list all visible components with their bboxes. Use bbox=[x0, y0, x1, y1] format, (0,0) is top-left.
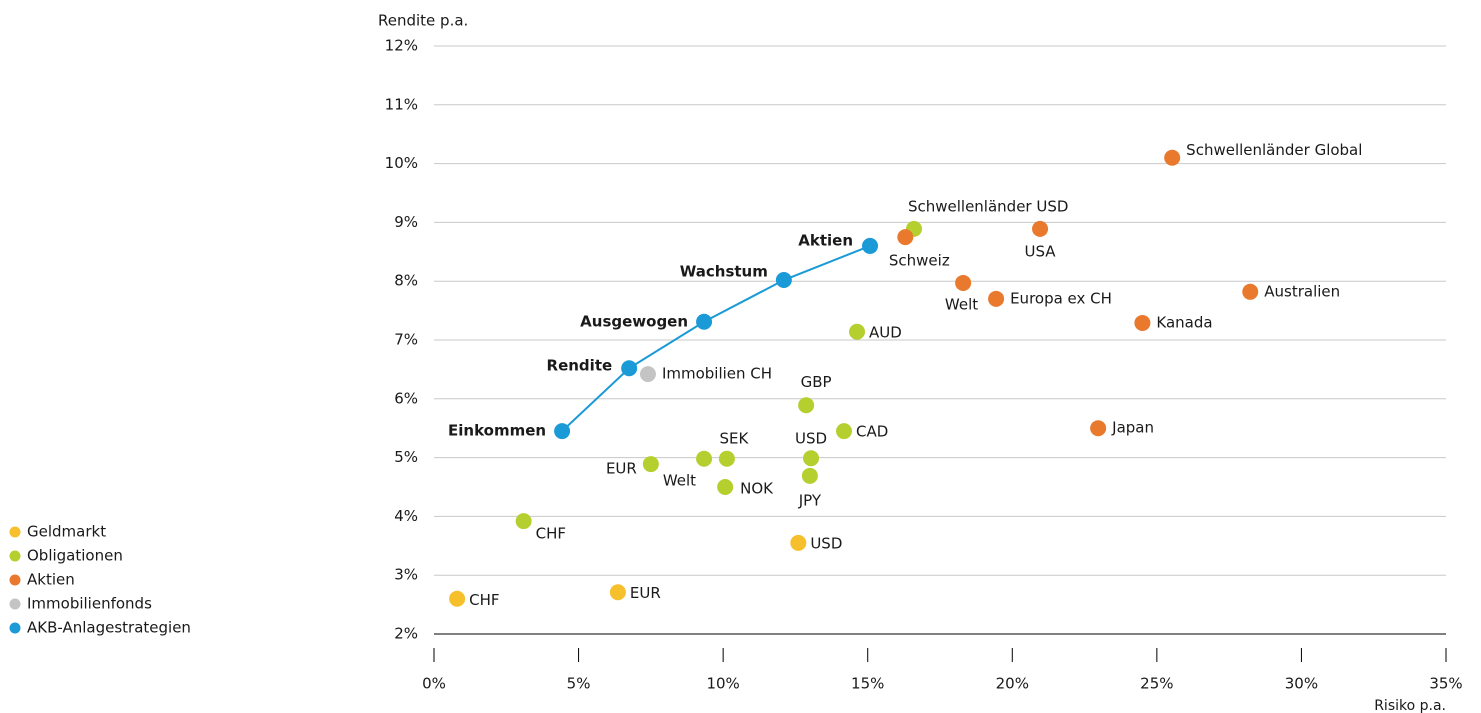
y-axis-label: Rendite p.a. bbox=[378, 12, 468, 30]
y-tick-label: 3% bbox=[394, 566, 418, 584]
point bbox=[801, 467, 818, 484]
x-tick-label: 20% bbox=[996, 675, 1029, 693]
y-tick-label: 8% bbox=[394, 272, 418, 290]
point bbox=[775, 272, 792, 289]
legend-label: Geldmarkt bbox=[27, 523, 106, 541]
point bbox=[718, 450, 735, 467]
y-tick-label: 6% bbox=[394, 389, 418, 407]
point bbox=[639, 366, 656, 383]
point bbox=[849, 323, 866, 340]
point-label: Immobilien CH bbox=[662, 365, 772, 383]
point bbox=[1242, 283, 1259, 300]
point bbox=[862, 237, 879, 254]
x-tick-label: 0% bbox=[422, 675, 446, 693]
point bbox=[696, 450, 713, 467]
point bbox=[790, 534, 807, 551]
point-label: CHF bbox=[469, 591, 499, 609]
x-tick-label: 25% bbox=[1140, 675, 1173, 693]
legend-label: Immobilienfonds bbox=[27, 595, 152, 613]
point bbox=[1134, 314, 1151, 331]
point-label: Wachstum bbox=[680, 263, 768, 281]
point bbox=[609, 584, 626, 601]
point bbox=[798, 397, 815, 414]
legend-label: Obligationen bbox=[27, 547, 123, 565]
legend-marker bbox=[9, 574, 21, 586]
point-label: Aktien bbox=[798, 231, 853, 249]
x-tick-label: 35% bbox=[1429, 675, 1462, 693]
x-tick-label: 30% bbox=[1285, 675, 1318, 693]
point bbox=[1164, 149, 1181, 166]
point-label: GBP bbox=[801, 373, 832, 391]
point-label: NOK bbox=[740, 480, 774, 498]
point-label: Australien bbox=[1264, 282, 1340, 300]
point-label: Ausgewogen bbox=[580, 312, 688, 330]
y-tick-label: 5% bbox=[394, 448, 418, 466]
legend-marker bbox=[9, 526, 21, 538]
x-axis-label: Risiko p.a. bbox=[1374, 698, 1446, 713]
point-label: USA bbox=[1025, 242, 1057, 260]
legend-label: Aktien bbox=[27, 571, 75, 589]
point-label: Einkommen bbox=[448, 422, 546, 440]
point-label: Japan bbox=[1111, 419, 1154, 437]
point bbox=[621, 360, 638, 377]
y-tick-label: 4% bbox=[394, 507, 418, 525]
point-label: EUR bbox=[630, 584, 661, 602]
point bbox=[803, 450, 820, 467]
point-label: USD bbox=[810, 534, 842, 552]
point-label: Rendite bbox=[547, 357, 613, 375]
point-label: Europa ex CH bbox=[1010, 289, 1112, 307]
point bbox=[515, 513, 532, 530]
point bbox=[1090, 420, 1107, 437]
legend-label: AKB-Anlagestrategien bbox=[27, 619, 191, 637]
point-label: Welt bbox=[945, 295, 978, 313]
y-tick-label: 10% bbox=[385, 154, 418, 172]
point-label: Kanada bbox=[1156, 313, 1212, 331]
point bbox=[642, 456, 659, 473]
y-tick-label: 11% bbox=[385, 95, 418, 113]
legend-marker bbox=[9, 622, 21, 634]
point-label: CAD bbox=[856, 423, 888, 441]
x-tick-label: 15% bbox=[851, 675, 884, 693]
point-label: USD bbox=[795, 430, 827, 448]
legend-marker bbox=[9, 598, 21, 610]
x-tick-label: 10% bbox=[706, 675, 739, 693]
point bbox=[449, 590, 466, 607]
point-label: Schweiz bbox=[889, 252, 950, 270]
point-label: EUR bbox=[606, 460, 637, 478]
point bbox=[1032, 220, 1049, 237]
point bbox=[897, 229, 914, 246]
point-label: Schwellenländer USD bbox=[908, 197, 1068, 215]
point bbox=[955, 274, 972, 291]
point-label: SEK bbox=[719, 429, 749, 447]
point bbox=[717, 479, 734, 495]
point bbox=[554, 423, 571, 440]
point-label: JPY bbox=[798, 491, 822, 509]
point-label: AUD bbox=[869, 323, 902, 341]
x-tick-label: 5% bbox=[567, 675, 591, 693]
point-label: Schwellenländer Global bbox=[1186, 141, 1362, 159]
y-tick-label: 12% bbox=[385, 37, 418, 55]
y-tick-label: 2% bbox=[394, 625, 418, 643]
point-label: CHF bbox=[536, 525, 566, 543]
point bbox=[836, 423, 853, 440]
point bbox=[988, 290, 1005, 307]
point-label: Welt bbox=[663, 471, 696, 489]
point bbox=[696, 313, 713, 330]
y-tick-label: 7% bbox=[394, 331, 418, 349]
legend-marker bbox=[9, 550, 21, 562]
y-tick-label: 9% bbox=[394, 213, 418, 231]
